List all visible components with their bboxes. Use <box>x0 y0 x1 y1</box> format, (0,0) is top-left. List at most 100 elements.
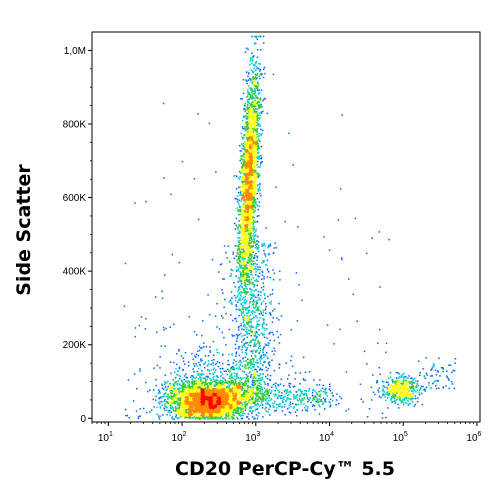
event-dot <box>236 226 239 228</box>
event-dot <box>225 389 227 391</box>
event-dot <box>216 386 218 389</box>
event-dot <box>238 237 241 239</box>
event-dot <box>222 418 224 420</box>
event-dot <box>163 395 165 398</box>
event-dot <box>221 380 223 382</box>
event-dot <box>207 405 210 407</box>
event-dot <box>243 240 245 242</box>
event-dot <box>257 208 259 211</box>
event-dot <box>206 413 208 416</box>
event-dot <box>241 190 243 192</box>
event-dot <box>228 396 230 399</box>
event-dot <box>255 78 257 81</box>
event-dot <box>188 415 190 417</box>
event-dot <box>193 371 195 373</box>
event-dot <box>182 383 184 386</box>
event-dot <box>231 417 233 419</box>
event-dot <box>213 359 215 361</box>
event-dot <box>231 406 233 408</box>
event-dot <box>169 390 171 392</box>
event-dot <box>229 398 231 400</box>
event-dot <box>255 414 258 416</box>
event-dot <box>185 414 187 417</box>
event-dot <box>170 401 172 403</box>
event-dot <box>173 392 176 395</box>
event-dot <box>244 228 246 231</box>
event-dot <box>199 415 202 418</box>
event-dot <box>233 399 236 402</box>
event-dot <box>179 403 181 405</box>
event-dot <box>232 382 235 385</box>
event-dot <box>205 379 207 382</box>
event-dot <box>245 108 247 111</box>
event-dot <box>232 387 234 389</box>
event-dot <box>181 395 183 397</box>
event-dot <box>184 409 187 412</box>
event-dot <box>198 373 200 375</box>
event-dot <box>159 407 161 409</box>
event-dot <box>197 367 200 370</box>
event-dot <box>237 409 239 411</box>
event-dot <box>193 404 195 406</box>
event-dot <box>252 127 254 129</box>
event-dot <box>229 405 231 408</box>
event-dot <box>218 403 221 405</box>
event-dot <box>238 403 240 406</box>
event-dot <box>247 98 249 101</box>
event-dot <box>241 328 243 330</box>
event-dot <box>181 384 183 387</box>
event-dot <box>242 187 244 190</box>
event-dot <box>206 415 209 417</box>
event-dot <box>176 384 179 386</box>
event-dot <box>190 400 192 403</box>
event-dot <box>254 154 257 157</box>
event-dot <box>232 418 234 420</box>
event-dot <box>257 160 259 163</box>
event-dot <box>216 412 219 415</box>
event-dot <box>237 408 239 410</box>
event-dot <box>196 414 198 416</box>
event-dot <box>220 400 222 403</box>
event-dot <box>178 391 181 394</box>
event-dot <box>252 238 255 240</box>
event-dot <box>253 210 256 212</box>
event-dot <box>258 112 260 114</box>
event-dot <box>193 410 196 412</box>
event-dot <box>207 418 209 420</box>
event-dot <box>192 384 194 386</box>
event-dot <box>218 401 221 404</box>
event-dot <box>197 403 199 406</box>
event-dot <box>174 406 177 408</box>
event-dot <box>179 403 182 405</box>
event-dot <box>171 390 174 393</box>
event-dot <box>253 155 256 157</box>
event-dot <box>252 77 254 79</box>
event-dot <box>177 404 179 407</box>
event-dot <box>176 383 178 385</box>
event-dot <box>200 414 202 416</box>
event-dot <box>226 399 228 401</box>
event-dot <box>256 112 258 114</box>
event-dot <box>227 388 230 390</box>
event-dot <box>215 384 217 387</box>
event-dot <box>227 415 229 417</box>
event-dot <box>241 398 243 400</box>
event-dot <box>224 391 227 393</box>
event-dot <box>207 363 210 365</box>
event-dot <box>196 390 199 393</box>
event-dot <box>219 387 221 390</box>
event-dot <box>254 92 256 94</box>
event-dot <box>238 210 240 212</box>
event-dot <box>179 397 181 399</box>
event-dot <box>209 392 211 395</box>
event-dot <box>165 389 167 391</box>
event-dot <box>193 376 195 379</box>
event-dot <box>207 397 210 399</box>
event-dot <box>217 400 219 403</box>
event-dot <box>201 410 204 412</box>
event-dot <box>191 390 194 392</box>
event-dot <box>210 394 213 396</box>
event-dot <box>182 385 184 387</box>
event-dot <box>213 414 215 416</box>
event-dot <box>246 207 248 209</box>
